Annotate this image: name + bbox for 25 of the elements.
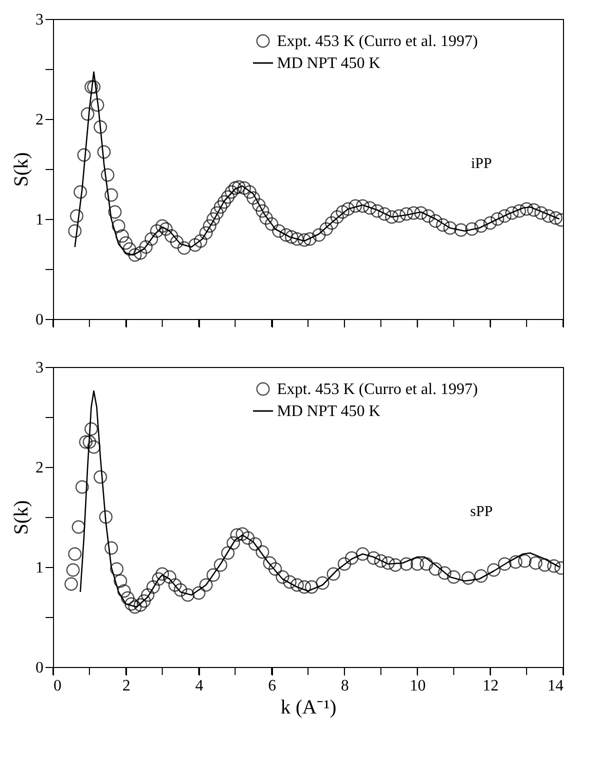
x-tick-label: 12: [482, 678, 499, 694]
legend-label: Expt. 453 K (Curro et al. 1997): [277, 33, 478, 50]
x-axis-title: k (A⁻¹): [280, 696, 336, 718]
y-tick-label: 3: [36, 360, 44, 376]
y-tick-label: 1: [36, 212, 44, 228]
legend-label: MD NPT 450 K: [277, 403, 381, 420]
y-tick-label: 1: [36, 560, 44, 576]
x-tick-label: 8: [340, 678, 349, 694]
annotation: sPP: [470, 504, 493, 520]
x-tick-label: 14: [548, 678, 564, 694]
y-tick-label: 2: [36, 460, 44, 476]
y-tick-label: 3: [36, 12, 44, 28]
x-tick-label: 2: [122, 678, 130, 694]
x-tick-label: 0: [54, 678, 62, 694]
y-tick-label: 0: [36, 312, 44, 328]
x-tick-label: 10: [410, 678, 426, 694]
y-axis-title: S(k): [10, 500, 32, 535]
x-tick-label: 4: [195, 678, 204, 694]
legend-label: Expt. 453 K (Curro et al. 1997): [277, 381, 478, 398]
legend-label: MD NPT 450 K: [277, 55, 381, 72]
y-tick-label: 2: [36, 112, 44, 128]
y-tick-label: 0: [36, 660, 44, 676]
annotation: iPP: [470, 156, 492, 172]
y-axis-title: S(k): [10, 152, 32, 187]
x-tick-label: 6: [268, 678, 276, 694]
